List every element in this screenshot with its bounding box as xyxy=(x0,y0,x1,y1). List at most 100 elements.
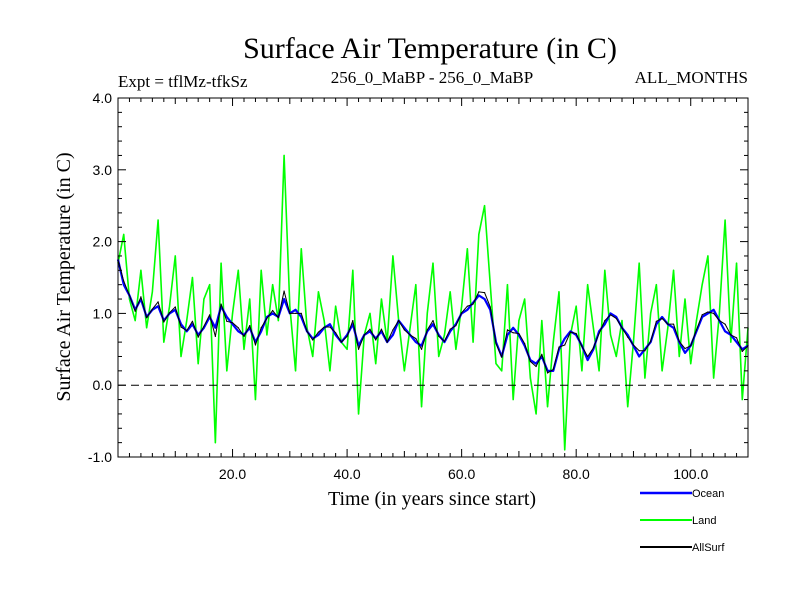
x-tick-label: 60.0 xyxy=(448,466,475,482)
data-point-land xyxy=(701,284,703,286)
y-tick-label: 4.0 xyxy=(93,90,113,106)
data-point-land xyxy=(713,377,715,379)
data-point-allsurf xyxy=(478,291,480,293)
data-point-land xyxy=(277,319,279,322)
data-point-allsurf xyxy=(146,317,148,319)
data-point-land xyxy=(432,262,434,264)
data-point-land xyxy=(249,298,251,300)
data-point-land xyxy=(478,233,480,236)
data-point-ocean xyxy=(609,312,612,314)
data-point-land xyxy=(621,319,623,322)
data-point-allsurf xyxy=(730,334,732,336)
data-point-land xyxy=(203,298,205,300)
data-point-allsurf xyxy=(231,322,234,324)
data-point-ocean xyxy=(615,316,617,318)
data-point-land xyxy=(157,219,159,221)
data-point-land xyxy=(283,154,285,157)
data-point-ocean xyxy=(735,341,738,343)
data-point-land xyxy=(546,406,549,408)
data-point-ocean xyxy=(272,312,274,314)
chart-title: Surface Air Temperature (in C) xyxy=(243,32,617,65)
data-point-ocean xyxy=(604,323,606,325)
data-point-land xyxy=(186,319,188,322)
data-point-ocean xyxy=(420,345,423,347)
data-point-land xyxy=(369,312,371,314)
data-point-ocean xyxy=(552,370,554,372)
data-point-land xyxy=(524,298,526,300)
data-point-allsurf xyxy=(615,317,617,320)
data-point-allsurf xyxy=(558,346,560,348)
data-point-allsurf xyxy=(392,329,394,331)
data-point-land xyxy=(604,269,606,271)
data-point-land xyxy=(707,255,709,257)
data-point-allsurf xyxy=(266,317,268,320)
data-point-land xyxy=(317,291,320,293)
data-point-land xyxy=(357,413,360,415)
data-point-land xyxy=(214,442,216,444)
x-tick-label: 80.0 xyxy=(563,466,590,482)
data-point-ocean xyxy=(317,334,320,336)
data-point-ocean xyxy=(587,359,589,361)
data-point-land xyxy=(375,363,377,365)
data-point-allsurf xyxy=(695,329,698,331)
data-point-ocean xyxy=(157,305,159,307)
data-point-ocean xyxy=(335,334,337,336)
data-point-land xyxy=(346,348,348,350)
data-point-land xyxy=(718,312,720,314)
data-point-land xyxy=(392,255,394,257)
data-point-allsurf xyxy=(546,372,549,374)
data-point-allsurf xyxy=(718,319,720,322)
data-point-ocean xyxy=(214,327,216,329)
data-point-allsurf xyxy=(163,321,165,323)
data-point-ocean xyxy=(369,330,371,332)
data-point-allsurf xyxy=(638,350,640,352)
data-point-allsurf xyxy=(438,335,440,337)
data-point-allsurf xyxy=(632,344,635,346)
data-point-land xyxy=(587,284,589,286)
data-point-allsurf xyxy=(289,312,291,314)
data-point-allsurf xyxy=(243,335,245,337)
data-point-land xyxy=(174,255,176,257)
data-point-land xyxy=(380,298,383,300)
y-tick-label: 3.0 xyxy=(93,162,113,178)
data-point-ocean xyxy=(724,330,726,332)
chart-subtitle-period: 256_0_MaBP - 256_0_MaBP xyxy=(331,68,533,87)
data-point-land xyxy=(609,334,612,336)
data-point-allsurf xyxy=(357,348,360,350)
data-point-land xyxy=(123,233,125,236)
data-point-land xyxy=(329,370,331,372)
data-point-land xyxy=(638,262,640,264)
data-point-allsurf xyxy=(346,335,348,337)
data-point-allsurf xyxy=(220,303,222,305)
data-point-allsurf xyxy=(398,319,400,322)
data-point-land xyxy=(323,319,325,322)
data-point-land xyxy=(168,305,171,307)
data-point-allsurf xyxy=(690,345,692,347)
data-point-ocean xyxy=(713,309,715,311)
data-point-allsurf xyxy=(203,325,205,327)
data-point-allsurf xyxy=(621,327,623,329)
data-point-land xyxy=(312,355,314,358)
data-point-land xyxy=(615,355,617,358)
data-point-land xyxy=(151,291,153,293)
data-point-land xyxy=(220,262,222,264)
data-point-land xyxy=(449,291,451,293)
data-point-allsurf xyxy=(380,328,383,330)
data-point-allsurf xyxy=(541,353,543,355)
data-point-allsurf xyxy=(432,319,434,322)
data-point-land xyxy=(134,319,136,322)
data-point-allsurf xyxy=(226,320,228,322)
data-point-ocean xyxy=(260,330,262,332)
legend: Ocean Land AllSurf xyxy=(640,488,725,554)
data-point-allsurf xyxy=(461,312,463,314)
data-point-allsurf xyxy=(277,317,279,319)
data-point-land xyxy=(226,370,228,372)
data-point-land xyxy=(592,327,594,329)
data-point-ocean xyxy=(231,323,234,325)
data-point-ocean xyxy=(506,334,509,336)
data-point-allsurf xyxy=(707,311,709,313)
data-point-land xyxy=(535,413,537,415)
data-point-ocean xyxy=(449,330,451,332)
data-point-allsurf xyxy=(575,332,577,335)
